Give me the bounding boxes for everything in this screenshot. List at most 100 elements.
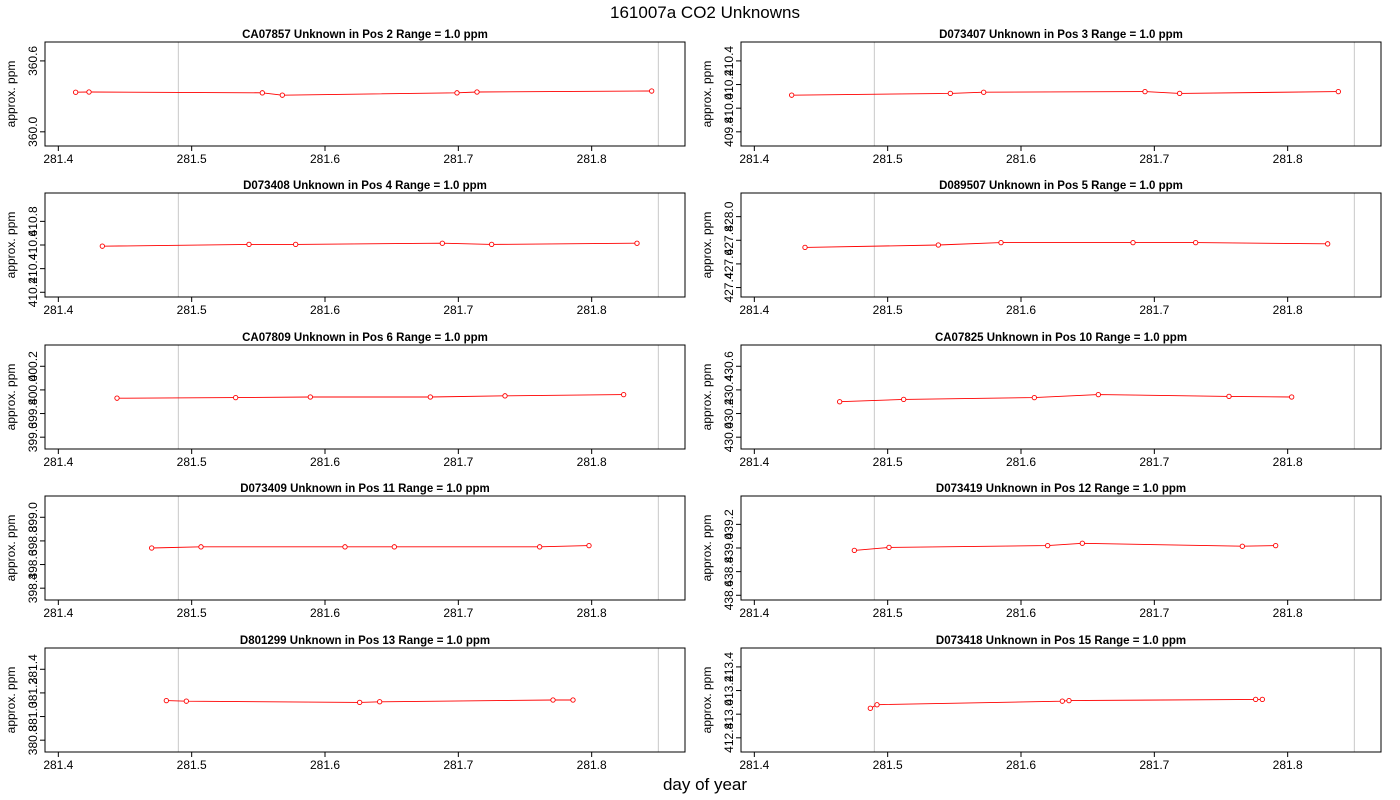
data-point [1031, 394, 1037, 401]
x-tick-label: 281.5 [873, 758, 903, 772]
y-tick-label: 413.2 [722, 675, 736, 705]
y-tick-label: 381.2 [26, 678, 40, 708]
y-tick-label: 430.4 [722, 375, 736, 405]
plot-frame [740, 495, 1382, 601]
x-tick-label: 281.4 [43, 152, 73, 166]
data-point [183, 698, 189, 704]
plot-frame [740, 344, 1382, 450]
data-point [789, 92, 795, 98]
x-tick-label: 281.6 [1006, 758, 1036, 772]
y-axis-label: approx. ppm [4, 61, 18, 128]
data-point [586, 542, 592, 549]
x-tick-label: 281.8 [577, 758, 607, 772]
x-tick-label: 281.7 [443, 152, 473, 166]
y-tick-label: 439.0 [722, 533, 736, 563]
series-line [75, 90, 652, 96]
panel-6: CA07825 Unknown in Pos 10 Range = 1.0 pp… [700, 332, 1382, 469]
y-tick-label: 427.4 [722, 272, 736, 302]
panel-8: D073419 Unknown in Pos 12 Range = 1.0 pp… [700, 483, 1382, 620]
y-tick-label: 410.4 [722, 46, 736, 76]
data-point [86, 89, 92, 95]
data-point [1226, 393, 1232, 400]
data-point [1095, 391, 1101, 398]
plot-frame [740, 647, 1382, 753]
plot-frame [44, 344, 686, 450]
x-tick-label: 281.4 [43, 606, 73, 620]
y-tick-label: 410.2 [722, 69, 736, 99]
y-tick-label: 430.0 [722, 422, 736, 452]
data-point [474, 89, 480, 95]
y-tick-label: 410.4 [26, 253, 40, 283]
x-tick-label: 281.8 [577, 606, 607, 620]
y-tick-label: 399.0 [26, 502, 40, 532]
x-tick-label: 281.7 [443, 455, 473, 469]
y-tick-label: 400.0 [26, 375, 40, 405]
data-point [1079, 540, 1085, 546]
data-point [1066, 697, 1072, 704]
x-tick-label: 281.6 [310, 606, 340, 620]
panel-title: CA07825 Unknown in Pos 10 Range = 1.0 pp… [935, 332, 1187, 344]
data-point [454, 90, 460, 96]
plot-frame [44, 41, 686, 147]
x-tick-label: 281.7 [1139, 606, 1169, 620]
x-tick-label: 281.6 [1006, 303, 1036, 317]
x-tick-label: 281.4 [43, 758, 73, 772]
y-tick-label: 412.8 [722, 722, 736, 752]
y-tick-label: 427.6 [722, 249, 736, 279]
x-tick-label: 281.7 [1139, 303, 1169, 317]
data-point [1239, 543, 1245, 549]
x-tick-label: 281.4 [43, 303, 73, 317]
data-point [73, 89, 79, 95]
data-point [391, 544, 397, 550]
x-tick-label: 281.5 [873, 455, 903, 469]
data-point [307, 394, 313, 400]
y-tick-label: 409.8 [722, 116, 736, 146]
panel-title: D073408 Unknown in Pos 4 Range = 1.0 ppm [243, 180, 487, 192]
x-tick-label: 281.5 [873, 152, 903, 166]
panel-3: D073408 Unknown in Pos 4 Range = 1.0 ppm… [4, 180, 686, 317]
y-tick-label: 381.0 [26, 701, 40, 731]
data-point [935, 242, 941, 248]
y-axis-label: approx. ppm [4, 364, 18, 431]
x-tick-label: 281.8 [1273, 606, 1303, 620]
plot-frame [44, 495, 686, 601]
y-axis-label: approx. ppm [700, 61, 714, 128]
y-tick-label: 398.4 [26, 573, 40, 603]
y-tick-label: 398.8 [26, 526, 40, 556]
series-line [151, 545, 590, 549]
x-tick-label: 281.8 [1273, 152, 1303, 166]
data-point [1045, 542, 1051, 549]
plot-frame [740, 41, 1382, 147]
data-point [439, 240, 445, 246]
panel-5: CA07809 Unknown in Pos 6 Range = 1.0 ppm… [4, 332, 686, 469]
y-tick-label: 428.0 [722, 201, 736, 231]
series-line [839, 394, 1292, 403]
y-tick-label: 427.8 [722, 225, 736, 255]
plot-frame [44, 647, 686, 753]
y-tick-label: 360.6 [26, 46, 40, 76]
y-tick-label: 410.8 [26, 206, 40, 236]
x-tick-label: 281.6 [310, 303, 340, 317]
data-point [851, 547, 857, 554]
y-tick-label: 430.2 [722, 398, 736, 428]
panel-title: D801299 Unknown in Pos 13 Range = 1.0 pp… [240, 635, 490, 647]
y-tick-label: 430.6 [722, 351, 736, 381]
data-point [947, 90, 953, 97]
series-line [804, 242, 1328, 248]
panel-2: D073407 Unknown in Pos 3 Range = 1.0 ppm… [700, 29, 1382, 166]
data-point [1325, 241, 1331, 247]
y-tick-label: 360.0 [26, 116, 40, 146]
y-axis-label: approx. ppm [700, 515, 714, 582]
y-tick-label: 399.6 [26, 422, 40, 452]
plot-frame [740, 192, 1382, 298]
panel-title: CA07809 Unknown in Pos 6 Range = 1.0 ppm [242, 332, 488, 344]
x-tick-label: 281.5 [177, 303, 207, 317]
series-line [166, 699, 573, 703]
data-point [901, 396, 907, 403]
data-point [233, 394, 239, 401]
y-tick-label: 439.2 [722, 509, 736, 539]
y-axis-label: approx. ppm [4, 515, 18, 582]
data-point [259, 90, 265, 96]
panel-1: CA07857 Unknown in Pos 2 Range = 1.0 ppm… [4, 29, 686, 166]
data-point [1142, 88, 1148, 95]
